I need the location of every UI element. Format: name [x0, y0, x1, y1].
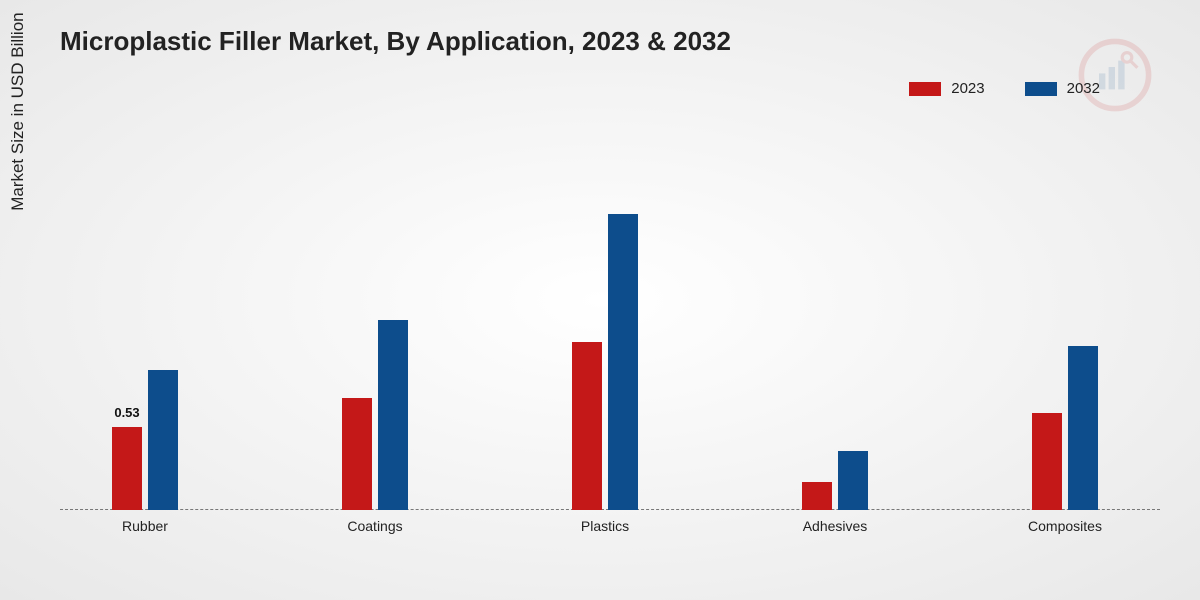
bar — [378, 320, 408, 510]
chart-title: Microplastic Filler Market, By Applicati… — [60, 26, 731, 57]
x-axis-label: Coatings — [347, 518, 402, 534]
watermark-logo — [1075, 35, 1155, 115]
plot-area: 0.53 Rubber Coatings Plastics Adhesives Compo… — [60, 120, 1160, 540]
legend: 2023 2032 — [909, 80, 1100, 97]
bar-group: 0.53 — [110, 370, 180, 510]
legend-swatch-2023 — [909, 82, 941, 96]
x-axis-label: Plastics — [581, 518, 629, 534]
bar — [608, 214, 638, 510]
bar — [1032, 413, 1062, 510]
bar-group — [800, 451, 870, 510]
bar-group — [1030, 346, 1100, 510]
bar-group — [570, 214, 640, 510]
x-axis-label: Adhesives — [803, 518, 868, 534]
legend-label-2023: 2023 — [951, 80, 984, 97]
bar — [1068, 346, 1098, 510]
x-axis-label: Composites — [1028, 518, 1102, 534]
y-axis-label: Market Size in USD Billion — [8, 12, 28, 210]
legend-swatch-2032 — [1025, 82, 1057, 96]
bar — [342, 398, 372, 510]
legend-item-2032: 2032 — [1025, 80, 1100, 97]
bar — [838, 451, 868, 510]
bar — [802, 482, 832, 510]
legend-item-2023: 2023 — [909, 80, 984, 97]
bar: 0.53 — [112, 427, 142, 510]
legend-label-2032: 2032 — [1067, 80, 1100, 97]
bar — [572, 342, 602, 510]
bar — [148, 370, 178, 510]
bar-value-label: 0.53 — [114, 405, 139, 420]
bar-group — [340, 320, 410, 510]
x-axis-label: Rubber — [122, 518, 168, 534]
